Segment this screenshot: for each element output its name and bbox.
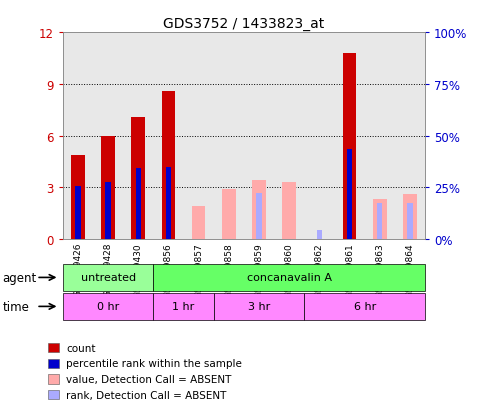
Text: 6 hr: 6 hr bbox=[354, 301, 376, 312]
Text: 3 hr: 3 hr bbox=[248, 301, 270, 312]
Bar bbox=[347, 150, 352, 240]
Bar bbox=[222, 190, 236, 240]
Text: 0 hr: 0 hr bbox=[97, 301, 119, 312]
Bar bbox=[166, 167, 171, 240]
Text: value, Detection Call = ABSENT: value, Detection Call = ABSENT bbox=[66, 374, 231, 384]
Bar bbox=[283, 183, 296, 240]
Bar bbox=[373, 200, 386, 240]
Bar bbox=[213, 293, 304, 320]
Bar bbox=[403, 195, 417, 240]
Bar bbox=[71, 155, 85, 240]
Text: percentile rank within the sample: percentile rank within the sample bbox=[66, 358, 242, 368]
Text: agent: agent bbox=[2, 271, 37, 284]
Bar bbox=[252, 181, 266, 240]
Text: 1 hr: 1 hr bbox=[172, 301, 195, 312]
Bar bbox=[154, 264, 425, 291]
Bar bbox=[162, 92, 175, 240]
Bar bbox=[304, 293, 425, 320]
Bar bbox=[317, 231, 322, 240]
Bar bbox=[101, 136, 115, 240]
Text: count: count bbox=[66, 343, 96, 353]
Text: untreated: untreated bbox=[81, 273, 136, 283]
Bar bbox=[63, 264, 154, 291]
Bar bbox=[343, 54, 356, 240]
Bar bbox=[377, 204, 383, 240]
Bar bbox=[256, 193, 262, 240]
Title: GDS3752 / 1433823_at: GDS3752 / 1433823_at bbox=[163, 17, 325, 31]
Text: rank, Detection Call = ABSENT: rank, Detection Call = ABSENT bbox=[66, 390, 227, 400]
Bar bbox=[407, 204, 412, 240]
Bar bbox=[136, 169, 141, 240]
Bar bbox=[192, 207, 205, 240]
Bar bbox=[105, 183, 111, 240]
Bar bbox=[75, 186, 81, 240]
Text: time: time bbox=[2, 300, 29, 313]
Bar bbox=[131, 117, 145, 240]
Bar bbox=[63, 293, 154, 320]
Bar bbox=[154, 293, 213, 320]
Text: concanavalin A: concanavalin A bbox=[247, 273, 332, 283]
